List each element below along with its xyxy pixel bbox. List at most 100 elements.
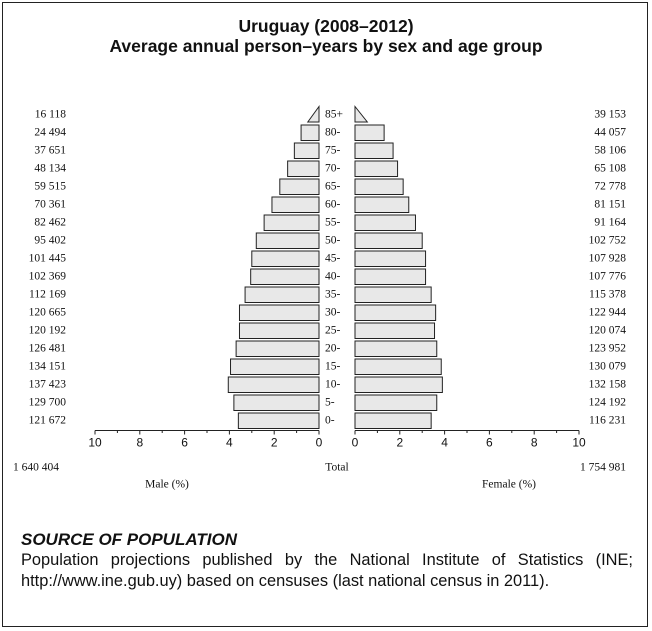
female-bar bbox=[354, 214, 416, 231]
male-count: 102 369 bbox=[29, 271, 67, 283]
male-tick-label: 2 bbox=[271, 436, 278, 450]
male-bar bbox=[251, 250, 320, 267]
female-bar bbox=[354, 358, 442, 375]
female-count: 91 164 bbox=[594, 217, 626, 229]
male-total: 1 640 404 bbox=[13, 462, 59, 474]
age-group-label: 10- bbox=[325, 379, 341, 391]
male-count: 48 134 bbox=[34, 163, 66, 175]
male-bar bbox=[271, 196, 320, 213]
male-bar bbox=[293, 142, 320, 159]
male-bar bbox=[235, 340, 320, 357]
female-count: 107 928 bbox=[589, 253, 627, 265]
female-tick-label: 2 bbox=[396, 436, 403, 450]
source-text: Population projections published by the … bbox=[21, 551, 633, 590]
female-bar bbox=[354, 394, 438, 411]
male-count: 121 672 bbox=[29, 415, 67, 427]
age-group-label: 5- bbox=[325, 397, 335, 409]
age-group-label: 40- bbox=[325, 271, 341, 283]
female-count: 72 778 bbox=[594, 181, 626, 193]
female-tick-label: 0 bbox=[352, 436, 359, 450]
female-bar bbox=[354, 160, 399, 177]
age-group-label: 85+ bbox=[325, 109, 343, 121]
age-group-label: 30- bbox=[325, 307, 341, 319]
male-axis-label: Male (%) bbox=[145, 479, 189, 491]
female-tick-label: 8 bbox=[531, 436, 538, 450]
female-bar bbox=[354, 268, 427, 285]
total-label: Total bbox=[325, 462, 348, 474]
age-group-label: 70- bbox=[325, 163, 341, 175]
male-count: 137 423 bbox=[29, 379, 67, 391]
male-count: 70 361 bbox=[34, 199, 66, 211]
age-group-label: 35- bbox=[325, 289, 341, 301]
female-count: 120 074 bbox=[589, 325, 627, 337]
male-count: 101 445 bbox=[29, 253, 67, 265]
age-group-label: 0- bbox=[325, 415, 335, 427]
male-tick-label: 10 bbox=[88, 436, 102, 450]
chart-subtitle: Average annual person–years by sex and a… bbox=[109, 36, 543, 56]
female-bar bbox=[354, 250, 427, 267]
male-count: 112 169 bbox=[29, 289, 66, 301]
female-count: 65 108 bbox=[594, 163, 626, 175]
male-count: 24 494 bbox=[34, 127, 66, 139]
male-bar bbox=[300, 124, 320, 141]
male-count: 120 665 bbox=[29, 307, 67, 319]
female-count: 130 079 bbox=[589, 361, 627, 373]
female-axis-label: Female (%) bbox=[482, 479, 536, 491]
male-bar bbox=[279, 178, 320, 195]
female-bar bbox=[354, 178, 404, 195]
female-total: 1 754 981 bbox=[580, 462, 626, 474]
age-group-label: 45- bbox=[325, 253, 341, 265]
male-count: 16 118 bbox=[35, 109, 66, 121]
age-group-label: 65- bbox=[325, 181, 341, 193]
female-bar bbox=[354, 105, 369, 123]
male-bar bbox=[250, 268, 320, 285]
male-tick-label: 8 bbox=[136, 436, 143, 450]
male-bar bbox=[263, 214, 320, 231]
age-group-label: 20- bbox=[325, 343, 341, 355]
male-bar bbox=[244, 286, 320, 303]
male-bar bbox=[230, 358, 320, 375]
male-count: 129 700 bbox=[29, 397, 67, 409]
age-group-label: 75- bbox=[325, 145, 341, 157]
male-count: 82 462 bbox=[34, 217, 66, 229]
female-tick-label: 6 bbox=[486, 436, 493, 450]
chart-title: Uruguay (2008–2012) bbox=[238, 16, 414, 36]
female-count: 39 153 bbox=[594, 109, 626, 121]
male-bar bbox=[238, 304, 320, 321]
female-count: 81 151 bbox=[594, 199, 626, 211]
male-bar bbox=[237, 412, 320, 429]
female-bar bbox=[354, 412, 432, 429]
age-group-label: 55- bbox=[325, 217, 341, 229]
female-bar bbox=[354, 124, 385, 141]
male-bar bbox=[238, 322, 320, 339]
female-count: 132 158 bbox=[589, 379, 627, 391]
female-count: 124 192 bbox=[589, 397, 627, 409]
male-count: 126 481 bbox=[29, 343, 67, 355]
female-count: 115 378 bbox=[589, 289, 626, 301]
female-count: 116 231 bbox=[589, 415, 626, 427]
age-group-label: 15- bbox=[325, 361, 341, 373]
age-group-label: 25- bbox=[325, 325, 341, 337]
male-bar bbox=[227, 376, 320, 393]
female-tick-label: 4 bbox=[441, 436, 448, 450]
male-count: 59 515 bbox=[34, 181, 66, 193]
male-count: 37 651 bbox=[34, 145, 66, 157]
male-count: 134 151 bbox=[29, 361, 67, 373]
female-count: 107 776 bbox=[589, 271, 627, 283]
male-count: 95 402 bbox=[34, 235, 66, 247]
age-group-label: 80- bbox=[325, 127, 341, 139]
female-count: 123 952 bbox=[589, 343, 627, 355]
age-group-label: 60- bbox=[325, 199, 341, 211]
female-bar bbox=[354, 304, 437, 321]
female-bar bbox=[354, 142, 394, 159]
male-tick-label: 6 bbox=[181, 436, 188, 450]
age-group-label: 50- bbox=[325, 235, 341, 247]
female-count: 102 752 bbox=[589, 235, 627, 247]
male-count: 120 192 bbox=[29, 325, 67, 337]
female-bar bbox=[354, 196, 410, 213]
source-heading: SOURCE OF POPULATION bbox=[21, 530, 237, 549]
female-bar bbox=[354, 340, 438, 357]
male-bar bbox=[287, 160, 320, 177]
